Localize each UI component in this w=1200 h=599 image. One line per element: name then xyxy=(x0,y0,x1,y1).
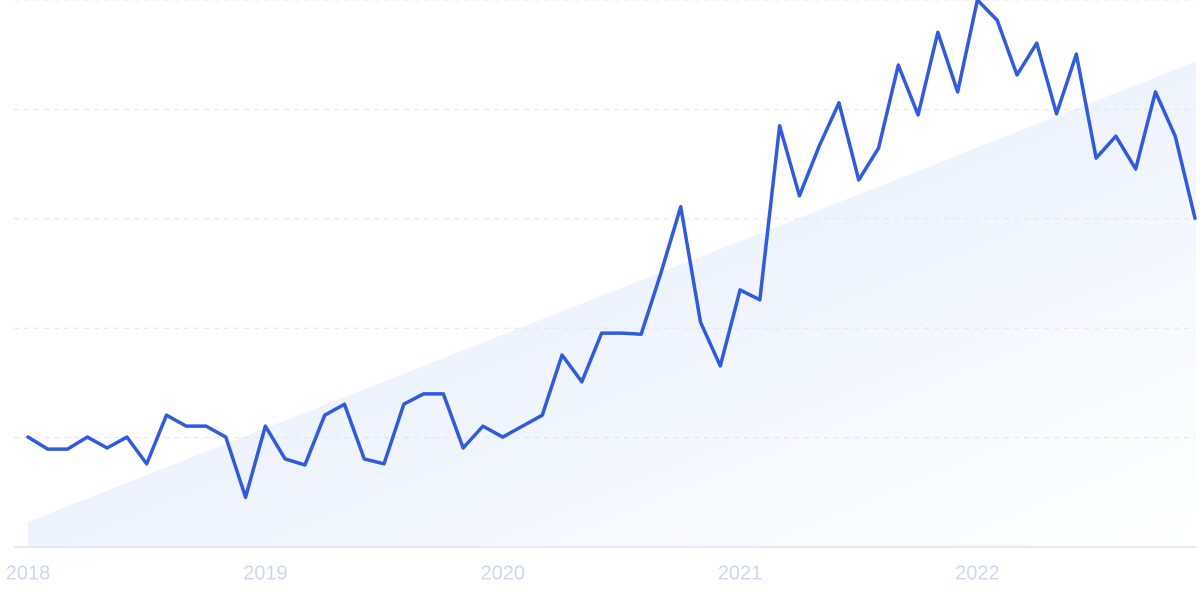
x-tick-label: 2018 xyxy=(6,562,51,584)
x-tick-label: 2020 xyxy=(480,562,525,584)
x-tick-label: 2022 xyxy=(955,562,1000,584)
x-tick-label: 2021 xyxy=(718,562,763,584)
x-tick-label: 2019 xyxy=(243,562,288,584)
data-line xyxy=(26,0,1197,499)
trend-area xyxy=(28,61,1196,547)
